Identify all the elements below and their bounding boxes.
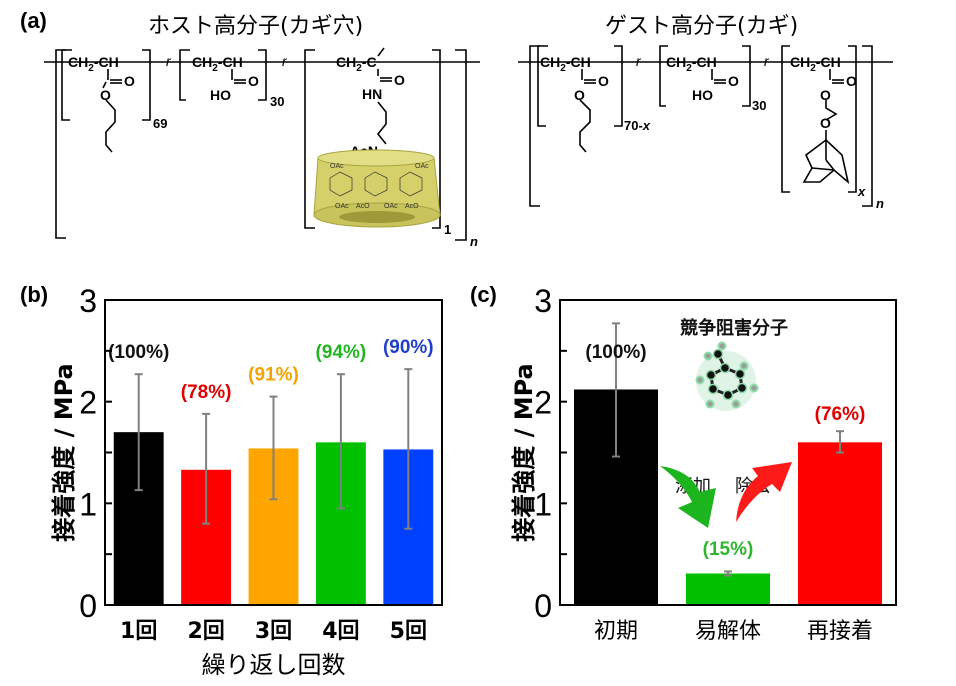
x-tick-label-5: 5回	[390, 619, 427, 644]
svg-text:r: r	[166, 53, 172, 69]
svg-text:O: O	[820, 87, 831, 103]
carbon-atom	[736, 382, 748, 394]
data-label-2: (78%)	[181, 382, 232, 403]
svg-text:O: O	[846, 73, 857, 89]
panel-c-label: (c)	[470, 282, 497, 307]
carbon-atom	[712, 348, 724, 360]
svg-text:OAc: OAc	[415, 163, 429, 170]
svg-text:70-x: 70-x	[624, 118, 651, 133]
chart-c: (100%) 初期 (15%) 易解体 (76%) 再接着 0 1 2 3 接着強度 / MPa 競争…	[510, 283, 897, 644]
svg-text:O: O	[394, 72, 405, 88]
x-axis-label: 繰り返し回数	[202, 651, 346, 679]
carbon-atom	[705, 369, 717, 381]
data-label-3: (76%)	[815, 404, 866, 425]
svg-text:n: n	[470, 234, 478, 249]
svg-text:AcO: AcO	[405, 203, 419, 210]
x-tick-label-3: 再接着	[807, 619, 873, 644]
svg-text:r: r	[636, 53, 642, 69]
svg-text:1: 1	[444, 222, 451, 237]
panel-b-label: (b)	[20, 282, 49, 307]
svg-text:HN: HN	[362, 86, 382, 102]
data-label-2: (15%)	[703, 539, 754, 560]
y-tick-label: 3	[534, 283, 552, 319]
svg-text:O: O	[124, 73, 135, 89]
panel-a-label: (a)	[20, 8, 47, 33]
x-tick-label-2: 2回	[187, 619, 224, 644]
bar-3	[798, 442, 882, 605]
y-tick-label: 1	[79, 486, 97, 522]
x-tick-label-4: 4回	[322, 619, 359, 644]
svg-text:O: O	[248, 73, 259, 89]
svg-text:r: r	[764, 53, 770, 69]
svg-text:CH2-CH: CH2-CH	[540, 54, 591, 74]
y-axis-label: 接着強度 / MPa	[50, 363, 78, 542]
inhibitor-label: 競争阻害分子	[680, 317, 788, 339]
svg-text:OAc: OAc	[330, 163, 344, 170]
x-tick-label-1: 初期	[594, 619, 638, 644]
y-tick-label: 1	[534, 486, 552, 522]
molecule-glow	[696, 351, 756, 411]
host-structure	[44, 47, 480, 241]
x-tick-label-1: 1回	[120, 619, 157, 644]
carbon-atom	[707, 383, 719, 395]
svg-text:69: 69	[153, 116, 167, 131]
svg-text:CH2-CH: CH2-CH	[666, 54, 717, 74]
svg-text:OAc: OAc	[335, 203, 349, 210]
chart-b: (100%) 1回 (78%) 2回 (91%) 3回 (94%) 4回 (90%) 5回 0 1 2 3…	[50, 283, 443, 679]
add-arrow-icon	[660, 466, 716, 528]
svg-text:AcO: AcO	[356, 203, 370, 210]
hydrogen-atom	[739, 361, 749, 371]
y-tick-label: 3	[79, 283, 97, 319]
host-polymer-title: ホスト高分子(カギ穴)	[148, 14, 364, 39]
svg-text:O: O	[820, 115, 831, 131]
data-label-1: (100%)	[108, 342, 169, 363]
inhibitor-molecule-icon	[695, 341, 759, 411]
svg-text:CH2-C: CH2-C	[336, 54, 377, 74]
svg-text:r: r	[282, 53, 288, 69]
data-label-4: (94%)	[316, 342, 367, 363]
svg-text:n: n	[876, 196, 884, 211]
bar-2	[686, 573, 770, 605]
svg-text:O: O	[100, 87, 111, 103]
y-axis-label: 接着強度 / MPa	[510, 363, 538, 542]
hydrogen-atom	[749, 383, 759, 393]
svg-text:x: x	[857, 184, 866, 199]
data-label-1: (100%)	[585, 342, 646, 363]
svg-text:HO: HO	[210, 87, 231, 103]
y-tick-label: 2	[79, 385, 97, 421]
host-atoms: CH2-CH O O 69 r CH2-CH O HO 30 r CH2-C O…	[68, 53, 478, 249]
x-tick-label-3: 3回	[255, 619, 292, 644]
svg-text:OAc: OAc	[384, 203, 398, 210]
hydrogen-atom	[717, 341, 727, 351]
guest-atoms: CH2-CH O O 70-x r CH2-CH O HO 30 r CH2-C…	[540, 53, 884, 211]
x-tick-label-2: 易解体	[695, 619, 761, 644]
structures-svg: CH2-CH O O 69 r CH2-CH O HO 30 r CH2-C O…	[44, 45, 893, 249]
remove-arrow-icon	[736, 462, 792, 522]
data-label-5: (90%)	[383, 337, 434, 358]
svg-text:O: O	[574, 87, 585, 103]
svg-text:30: 30	[270, 94, 284, 109]
svg-text:HO: HO	[692, 87, 713, 103]
svg-text:30: 30	[752, 98, 766, 113]
carbon-atom	[719, 362, 731, 374]
svg-text:O: O	[728, 73, 739, 89]
guest-structure	[518, 45, 893, 207]
carbon-atom	[734, 368, 746, 380]
y-tick-label: 0	[79, 588, 97, 624]
hydrogen-atom	[703, 351, 713, 361]
hydrogen-atom	[731, 399, 741, 409]
guest-polymer-title: ゲスト高分子(カギ)	[605, 14, 799, 39]
y-tick-label: 0	[534, 588, 552, 624]
cyclodextrin-icon: OAc OAc OAc AcO OAc AcO	[313, 149, 441, 228]
hydrogen-atom	[695, 375, 705, 385]
data-label-3: (91%)	[248, 365, 299, 386]
svg-text:CH2-CH: CH2-CH	[192, 54, 243, 74]
svg-text:CH2-CH: CH2-CH	[790, 54, 841, 74]
carbon-atom	[722, 389, 734, 401]
svg-text:O: O	[598, 73, 609, 89]
hydrogen-atom	[705, 399, 715, 409]
y-tick-label: 2	[534, 385, 552, 421]
svg-text:CH2-CH: CH2-CH	[68, 54, 119, 74]
